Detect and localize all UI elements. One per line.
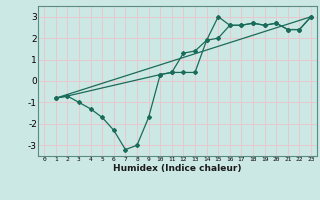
X-axis label: Humidex (Indice chaleur): Humidex (Indice chaleur) <box>113 164 242 173</box>
